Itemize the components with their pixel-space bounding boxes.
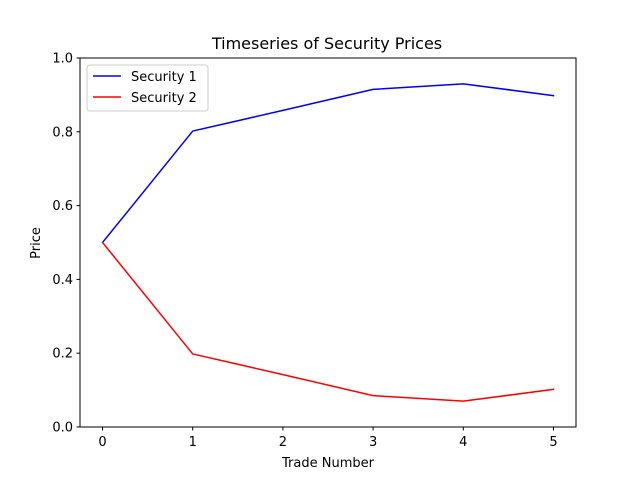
plot-background — [80, 58, 576, 427]
x-tick-label: 1 — [189, 435, 197, 450]
chart-title: Timeseries of Security Prices — [211, 34, 442, 53]
x-tick-label: 3 — [369, 435, 377, 450]
y-axis: 0.0 0.2 0.4 0.6 0.8 1.0 — [52, 52, 80, 436]
legend-label-security-2: Security 2 — [131, 91, 197, 106]
x-tick-label: 2 — [279, 435, 287, 450]
y-tick-label: 0.4 — [52, 273, 73, 288]
legend-label-security-1: Security 1 — [131, 70, 197, 85]
y-axis-label: Price — [29, 227, 44, 259]
plot-area — [80, 58, 576, 427]
y-tick-label: 0.2 — [52, 347, 73, 362]
x-axis: 0 1 2 3 4 5 — [98, 427, 558, 450]
y-tick-label: 0.8 — [52, 125, 73, 140]
x-tick-label: 5 — [549, 435, 557, 450]
legend: Security 1 Security 2 — [86, 64, 209, 112]
y-tick-label: 1.0 — [52, 52, 73, 67]
plot-frame — [79, 57, 577, 428]
series-line-security-2 — [101, 241, 555, 402]
y-tick-label: 0.0 — [52, 421, 73, 436]
x-tick-label: 4 — [459, 435, 467, 450]
series-line-security-1 — [101, 83, 555, 244]
x-axis-label: Trade Number — [281, 456, 375, 471]
series-layer — [101, 83, 555, 402]
x-tick-label: 0 — [98, 435, 106, 450]
y-tick-label: 0.6 — [52, 199, 73, 214]
